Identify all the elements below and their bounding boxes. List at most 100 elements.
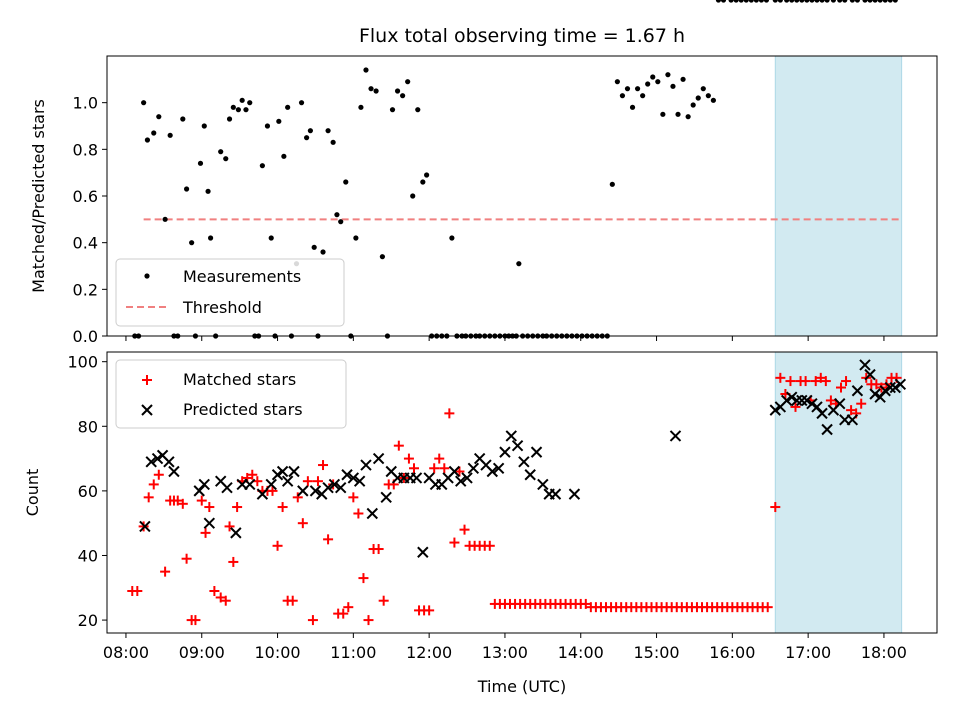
predicted-star-point [669,430,682,442]
measurement-point [830,0,837,3]
measurement-point [197,160,204,166]
predicted-star-point [281,475,294,487]
top-panel: 0.0 0.2 0.4 0.6 0.8 1.0 Matched/Predicted sta… [29,0,938,346]
measurement-point [410,193,416,199]
measurement-point [862,0,868,3]
predicted-star-point [801,394,813,407]
x-tick-label: 10:00 [254,643,300,662]
matched-star-point [373,544,384,555]
matched-star-point [820,376,831,387]
measurement-point [675,111,681,117]
legend-x-glyph [141,404,153,416]
predicted-star-point [139,520,151,533]
predicted-star-point [884,381,896,394]
matched-star-point [856,398,867,409]
measurement-point [264,123,271,129]
matched-star-point [338,608,349,619]
matched-star-point [790,401,801,412]
x-tick-label: 08:00 [103,643,149,662]
x-tick-label: 13:00 [482,643,528,662]
matched-star-point [484,540,495,551]
matched-star-point [297,518,308,529]
matched-star-point [363,615,374,626]
predicted-star-point [511,439,524,452]
legend-marker-predicted [141,404,153,416]
measurement-point [400,93,406,99]
predicted-star-point [366,507,379,520]
matched-star-point [424,605,435,616]
measurement-point [207,235,214,241]
predicted-star-point [276,465,289,478]
matched-star-point [153,469,164,480]
top-legend: Measurements Threshold [115,258,345,327]
measurement-point [449,235,455,241]
measurement-point [243,107,249,113]
measurement-point [218,149,224,155]
matched-star-point [181,553,192,564]
predicted-star-point [780,394,793,407]
measurement-point [685,114,691,120]
measurement-point [799,0,805,3]
bottom-legend-frame [115,359,347,429]
measurement-point [226,116,233,122]
predicted-star-point [859,359,871,371]
measurement-point [368,86,374,92]
measurement-point [334,212,340,218]
legend-label-predicted: Predicted stars [183,400,303,419]
measurement-point [358,104,364,110]
measurement-point [424,172,430,178]
predicted-star-point [786,391,798,403]
measurement-point [680,76,686,82]
matched-star-point [232,502,243,513]
matched-star-point [200,527,211,538]
bottom-panel-frame [106,351,938,634]
measurement-point [743,0,749,3]
measurement-point [660,111,666,117]
measurement-point [389,107,396,113]
measurement-point [183,186,190,192]
measurement-point [304,135,310,141]
measurement-point [343,179,349,185]
predicted-star-point [265,478,277,491]
predicted-star-point [455,475,467,487]
measurement-point [259,163,265,169]
x-tick-label: 18:00 [861,643,907,662]
bottom-legend: Matched stars Predicted stars [115,359,347,429]
highlight-span-top [774,55,903,337]
measurement-point [733,0,739,3]
matched-star-point [785,376,796,387]
measurement-point [753,0,759,3]
measurement-point [763,0,770,3]
matched-star-point [272,540,283,551]
predicted-star-point [492,462,505,474]
measurement-point [180,116,186,122]
matched-star-point [132,586,143,597]
measurement-point [338,219,344,225]
matched-star-point [148,479,159,490]
x-tick-label: 09:00 [179,643,225,662]
matched-star-point [770,502,781,513]
bottom-panel: 20 40 60 80 100 Count Matched stars Predicte… [23,351,938,634]
measurement-point [415,107,421,113]
x-tick-label: 14:00 [558,643,604,662]
top-legend-frame [115,258,345,327]
predicted-star-point [537,478,549,491]
measurement-point [162,216,168,222]
measurement-point [516,261,522,267]
predicted-star-point [530,446,543,458]
measurement-point [325,128,331,134]
predicted-star-point [372,452,385,465]
predicted-star-point [869,388,881,400]
measurement-point [710,97,716,103]
measurement-point [720,0,727,3]
measurement-point [201,123,207,129]
measurement-point [809,0,815,3]
matched-star-point [800,376,811,387]
measurement-point [151,130,157,136]
matched-star-point [403,453,414,464]
matched-star-point [775,372,786,383]
measurement-point [690,102,696,108]
predicted-star-point [879,385,891,397]
measurement-point [784,0,790,3]
